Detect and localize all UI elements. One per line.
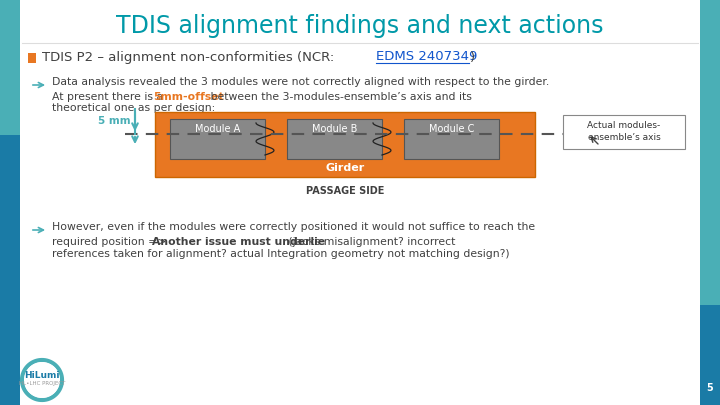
Text: At present there is a: At present there is a: [52, 92, 166, 102]
Text: between the 3-modules-ensemble’s axis and its: between the 3-modules-ensemble’s axis an…: [207, 92, 472, 102]
Bar: [0, 0, 20, 135]
Text: required position =>: required position =>: [52, 237, 170, 247]
Text: (jacks misalignment? incorrect: (jacks misalignment? incorrect: [285, 237, 455, 247]
Text: Module A: Module A: [195, 124, 240, 134]
Text: Actual modules-: Actual modules-: [588, 122, 661, 130]
Bar: [700, 305, 720, 405]
Text: TDIS P2 – alignment non-conformities (NCR:: TDIS P2 – alignment non-conformities (NC…: [42, 51, 338, 64]
Text: Another issue must underlie: Another issue must underlie: [152, 237, 325, 247]
Text: 5 mm: 5 mm: [99, 116, 131, 126]
Text: PASSAGE SIDE: PASSAGE SIDE: [306, 186, 384, 196]
Bar: [0, 0, 20, 405]
Bar: [155, 112, 535, 177]
Text: ): ): [470, 51, 475, 64]
Text: Module B: Module B: [312, 124, 357, 134]
Text: ensemble’s axis: ensemble’s axis: [588, 132, 660, 141]
Text: 5mm-offset: 5mm-offset: [153, 92, 224, 102]
Text: Module C: Module C: [429, 124, 474, 134]
Text: Data analysis revealed the 3 modules were not correctly aligned with respect to : Data analysis revealed the 3 modules wer…: [52, 77, 549, 87]
Text: However, even if the modules were correctly positioned it would not suffice to r: However, even if the modules were correc…: [52, 222, 535, 232]
Text: references taken for alignment? actual Integration geometry not matching design?: references taken for alignment? actual I…: [52, 249, 510, 259]
Text: 5: 5: [706, 383, 714, 393]
Text: EDMS 2407349: EDMS 2407349: [376, 51, 477, 64]
Bar: [404, 119, 499, 159]
FancyBboxPatch shape: [563, 115, 685, 149]
Text: Girder: Girder: [325, 163, 364, 173]
Text: HL•LHC PROJECT: HL•LHC PROJECT: [19, 382, 66, 386]
Text: theoretical one as per design:: theoretical one as per design:: [52, 103, 215, 113]
Circle shape: [24, 362, 60, 398]
Bar: [170, 119, 265, 159]
Bar: [287, 119, 382, 159]
Text: TDIS alignment findings and next actions: TDIS alignment findings and next actions: [116, 14, 604, 38]
Bar: [28, 53, 36, 63]
Bar: [700, 0, 720, 405]
Text: HiLumi: HiLumi: [24, 371, 60, 379]
